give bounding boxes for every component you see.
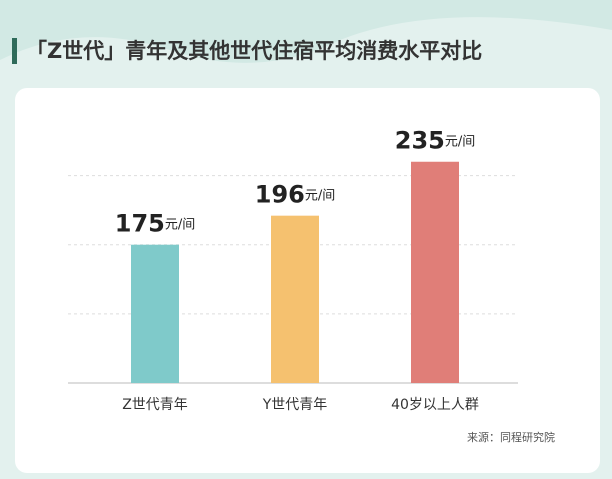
value-number: 196 [255,181,305,209]
source: 来源：同程研究院 [467,430,555,444]
decoration [0,0,612,63]
value-number: 235 [395,127,445,155]
bar [131,244,179,383]
chart-title: 「Z世代」青年及其他世代住宿平均消费水平对比 [26,39,482,63]
value-unit: 元/间 [165,217,195,232]
value-label: 235元/间 [395,127,476,155]
x-tick-label: 40岁以上人群 [391,397,479,413]
x-tick-label: Y世代青年 [262,397,328,413]
value-label: 175元/间 [115,210,196,238]
title-marker [12,38,17,64]
bar [411,161,459,383]
value-label: 196元/间 [255,181,336,209]
value-unit: 元/间 [445,134,475,149]
value-number: 175 [115,210,165,238]
value-unit: 元/间 [305,188,335,203]
bar [271,215,319,383]
x-tick-label: Z世代青年 [122,397,188,413]
